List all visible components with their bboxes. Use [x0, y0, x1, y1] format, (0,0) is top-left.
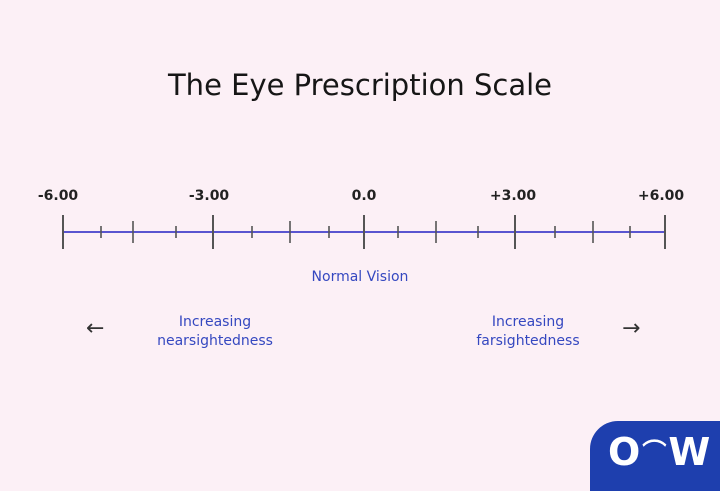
page-title: The Eye Prescription Scale: [167, 68, 553, 102]
tick-label: +6.00: [637, 188, 685, 204]
tick-label: -3.00: [188, 188, 230, 204]
tick-label: -6.00: [37, 188, 79, 204]
left-arrow-icon: ←: [86, 316, 105, 341]
right-arrow-icon: →: [622, 316, 641, 341]
prescription-scale: [62, 215, 666, 249]
normal-vision-label: Normal Vision: [311, 269, 409, 285]
tick-label: 0.0: [351, 188, 377, 204]
logo: O⌒W: [590, 421, 720, 491]
tick-label: +3.00: [489, 188, 537, 204]
farsightedness-label: Increasing farsightedness: [476, 314, 580, 349]
nearsightedness-label: Increasing nearsightedness: [157, 314, 273, 349]
